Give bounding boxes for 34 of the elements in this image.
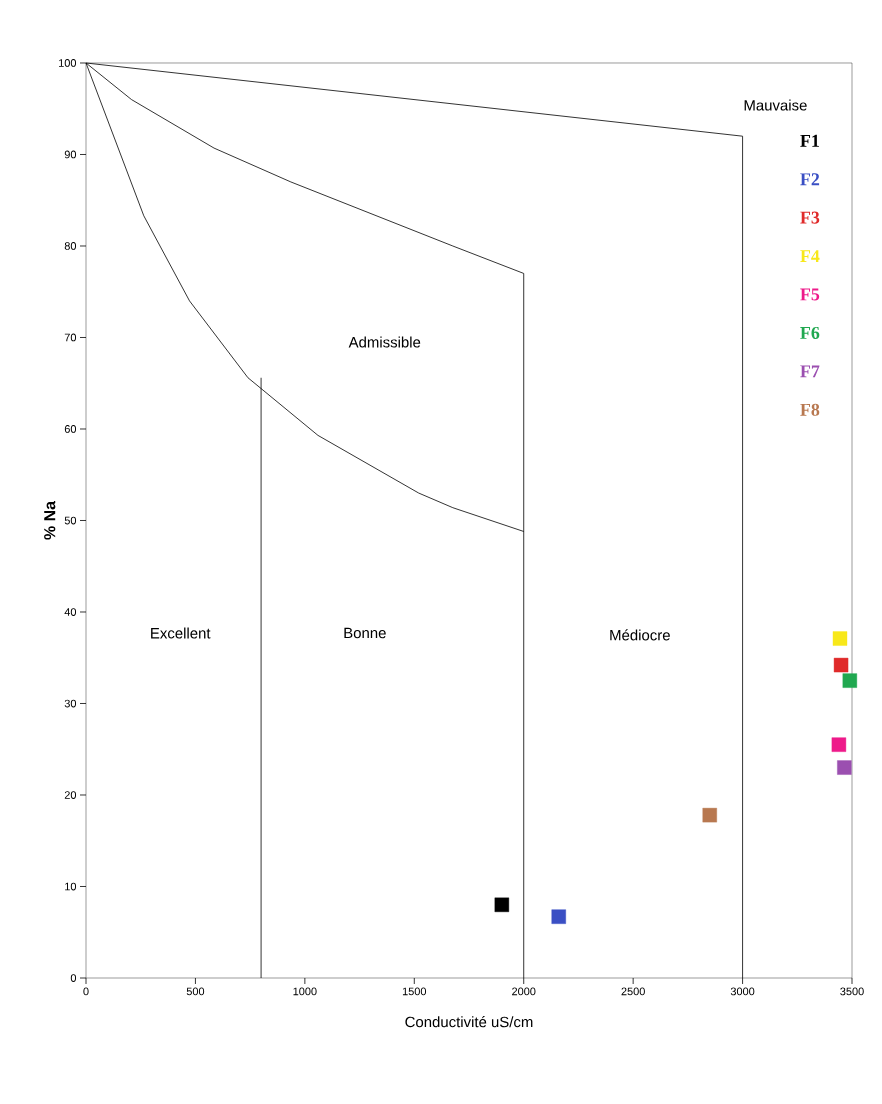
x-axis-title: Conductivité uS/cm bbox=[405, 1016, 533, 1028]
y-tick-label: 10 bbox=[65, 882, 77, 891]
text: F4 bbox=[800, 250, 820, 262]
annotation: Bonne bbox=[344, 627, 386, 639]
y-tick-label: 20 bbox=[64, 791, 77, 799]
y-tick-label: 70 bbox=[64, 333, 77, 342]
y-tick-label: 0 bbox=[70, 974, 77, 982]
text: F1 bbox=[800, 134, 819, 147]
y-tick-label: 90 bbox=[64, 150, 77, 159]
text: F5 bbox=[800, 288, 820, 301]
y-tick-label: 50 bbox=[64, 516, 77, 525]
text: F7 bbox=[800, 365, 820, 378]
y-tick-label: 30 bbox=[64, 699, 77, 708]
x-tick-label: 2000 bbox=[512, 987, 536, 996]
x-tick-label: 3000 bbox=[730, 987, 755, 996]
y-tick-label: 60 bbox=[64, 425, 77, 433]
y-tick-label: 80 bbox=[64, 242, 77, 250]
y-tick-label: 100 bbox=[59, 59, 77, 67]
annotation: Mauvaise bbox=[744, 99, 807, 111]
x-tick-label: 500 bbox=[186, 987, 205, 996]
text: F2 bbox=[800, 173, 820, 186]
y-tick-label: 40 bbox=[64, 608, 77, 616]
x-tick-label: 2500 bbox=[621, 987, 645, 996]
text: F6 bbox=[800, 326, 820, 339]
annotation: Admissible bbox=[348, 336, 421, 348]
text: F3 bbox=[800, 211, 820, 224]
x-tick-label: 0 bbox=[83, 987, 89, 996]
annotation: Médiocre bbox=[610, 629, 670, 641]
y-axis-title: % Na bbox=[44, 500, 56, 540]
x-tick-label: 3500 bbox=[840, 987, 864, 996]
x-tick-label: 1000 bbox=[293, 987, 317, 996]
annotation: Excellent bbox=[151, 627, 211, 639]
text: F8 bbox=[800, 403, 820, 416]
x-tick-label: 1500 bbox=[402, 987, 427, 996]
